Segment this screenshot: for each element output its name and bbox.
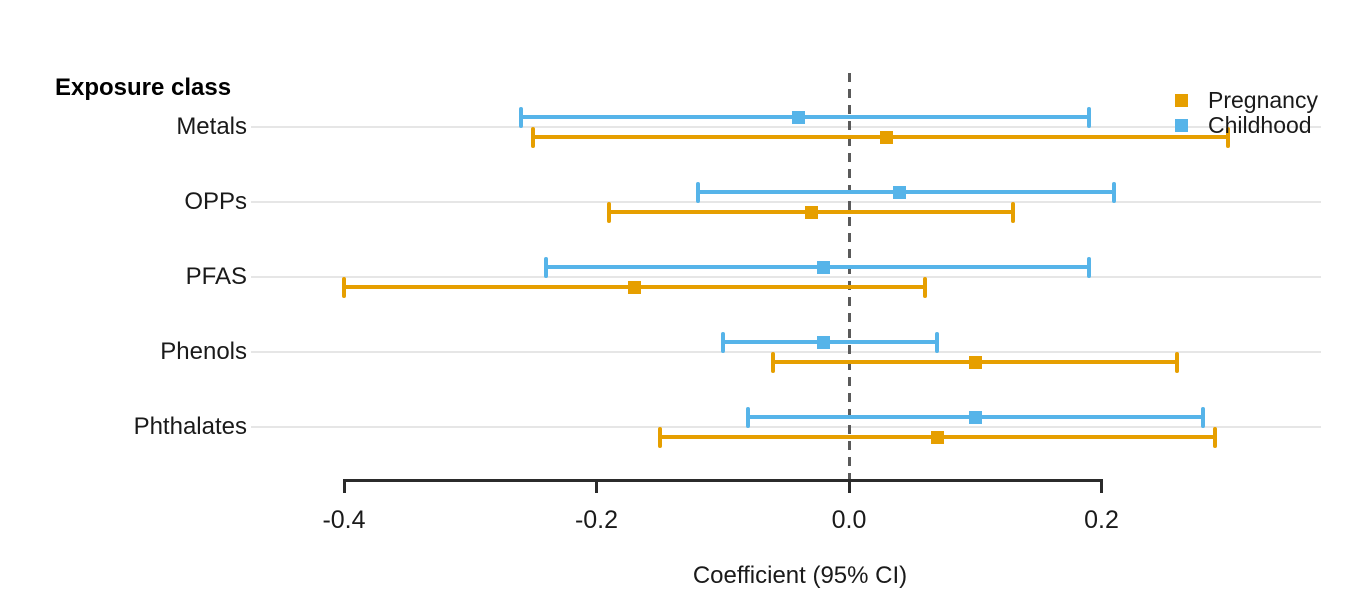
point-estimate-marker [817,260,831,274]
point-estimate-marker [968,355,982,369]
y-axis-header: Exposure class [55,74,232,101]
point-estimate-marker [880,130,894,144]
point-estimate-marker [804,205,818,219]
zero-reference-line [847,73,851,480]
error-bar-cap-left [544,256,548,278]
x-tick-label: -0.2 [574,506,619,534]
x-tick-label: 0.0 [831,506,867,534]
error-bar-cap-right [1086,106,1091,128]
h-gridline [251,201,1321,203]
category-label: Phthalates [133,413,247,440]
x-axis-title: Coefficient (95% CI) [692,562,908,589]
h-gridline [251,126,1321,128]
legend-item-childhood: Childhood [1175,112,1318,138]
error-bar-cap-left [771,351,776,373]
x-tick [342,480,346,493]
error-bar-cap-left [695,181,700,203]
error-bar-cap-left [746,406,750,428]
x-tick [1100,480,1103,493]
error-bar-cap-right [1225,126,1230,148]
legend-item-pregnancy: Pregnancy [1175,87,1318,113]
h-gridline [251,351,1321,353]
category-label: OPPs [184,188,247,215]
error-bar-cap-right [935,331,940,353]
h-gridline [251,276,1321,278]
error-bar-cap-right [1213,426,1218,448]
error-bar-cap-left [607,201,612,223]
point-estimate-marker [817,335,831,349]
point-estimate-marker [893,185,906,199]
category-label: Phenols [160,338,247,365]
error-bar-cap-right [922,276,927,298]
category-label: PFAS [185,263,247,290]
x-tick [595,480,598,493]
point-estimate-marker [930,430,944,444]
error-bar-cap-right [1175,351,1180,373]
error-bar-cap-left [720,331,725,353]
error-bar-cap-right [1011,201,1016,223]
x-tick-label: 0.2 [1084,506,1119,534]
h-gridline [251,426,1321,428]
x-tick [847,480,851,493]
childhood-swatch-icon [1175,119,1188,132]
error-bar-cap-left [531,126,536,148]
category-label: Metals [176,113,247,140]
pregnancy-swatch-icon [1175,94,1188,107]
error-bar-cap-left [342,276,346,298]
point-estimate-marker [968,410,982,424]
x-tick-label: -0.4 [322,506,366,534]
legend-label: Childhood [1208,112,1312,138]
x-axis-line [342,479,1103,482]
error-bar-cap-left [518,106,523,128]
legend: Pregnancy Childhood [1175,87,1318,138]
legend-label: Pregnancy [1208,87,1318,113]
point-estimate-marker [627,280,641,294]
error-bar-cap-right [1200,406,1205,428]
error-bar-cap-right [1086,256,1091,278]
error-bar-cap-left [657,426,662,448]
error-bar-cap-right [1112,181,1117,203]
point-estimate-marker [792,110,805,124]
